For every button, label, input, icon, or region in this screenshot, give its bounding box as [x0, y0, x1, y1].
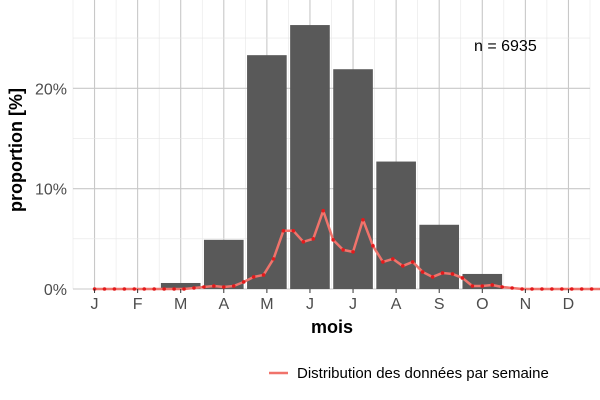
bar: [203, 239, 244, 289]
weekly-point: [281, 228, 286, 233]
weekly-point: [251, 275, 256, 279]
weekly-point: [589, 287, 594, 291]
weekly-point: [132, 287, 137, 291]
weekly-point: [192, 286, 196, 290]
weekly-point: [122, 287, 127, 291]
x-tick-label: N: [520, 296, 532, 313]
weekly-point: [560, 287, 564, 291]
weekly-point: [430, 275, 435, 279]
y-tick-label: 10%: [35, 182, 67, 199]
weekly-point: [520, 287, 524, 291]
weekly-point: [311, 237, 316, 241]
weekly-point: [102, 287, 107, 291]
weekly-point: [152, 287, 156, 291]
weekly-point: [142, 287, 147, 291]
weekly-point: [579, 287, 584, 291]
weekly-point: [420, 270, 425, 274]
weekly-point: [172, 287, 176, 291]
weekly-point: [202, 285, 206, 289]
x-axis-title: mois: [311, 317, 353, 337]
weekly-point: [321, 208, 326, 213]
weekly-point: [480, 284, 485, 288]
y-tick-label: 0%: [44, 282, 67, 299]
bar: [290, 25, 330, 289]
weekly-point: [530, 287, 534, 291]
y-tick-labels: 0% 10% 20%: [35, 81, 67, 299]
weekly-point: [212, 284, 216, 288]
weekly-point: [112, 287, 117, 291]
bar: [247, 55, 287, 289]
weekly-point: [361, 217, 365, 222]
x-tick-label: J: [91, 296, 99, 313]
weekly-point: [351, 250, 355, 254]
weekly-point: [182, 287, 186, 291]
x-tick-label: A: [391, 296, 402, 313]
weekly-point: [440, 271, 445, 275]
bar: [160, 282, 201, 289]
weekly-point: [261, 273, 266, 277]
weekly-point: [291, 228, 296, 233]
weekly-point: [391, 257, 395, 261]
x-tick-label: O: [476, 296, 488, 313]
weekly-point: [371, 244, 375, 248]
x-tick-label: J: [306, 296, 314, 313]
bar: [419, 224, 460, 289]
weekly-point: [231, 284, 236, 288]
weekly-point: [221, 285, 226, 289]
weekly-point: [162, 287, 166, 291]
x-tick-label: M: [174, 296, 187, 313]
x-tick-label: S: [434, 296, 445, 313]
x-tick-label: D: [563, 296, 575, 313]
weekly-point: [490, 283, 495, 287]
weekly-point: [400, 264, 405, 268]
weekly-point: [460, 276, 465, 280]
weekly-line: [94, 209, 600, 291]
x-tick-label: F: [133, 296, 143, 313]
weekly-point: [241, 280, 246, 284]
weekly-point: [271, 257, 276, 261]
x-tick-label: A: [218, 296, 229, 313]
legend: Distribution des données par semaine: [269, 365, 549, 382]
bar: [376, 161, 416, 289]
x-tick-label: M: [260, 296, 273, 313]
weekly-point: [500, 285, 504, 289]
weekly-point: [410, 260, 415, 264]
weekly-point: [550, 287, 554, 291]
weekly-point: [510, 286, 514, 290]
weekly-point: [569, 287, 574, 291]
weekly-point: [341, 248, 345, 252]
weekly-point: [470, 284, 475, 288]
bar: [333, 69, 373, 289]
sample-size-annotation: n = 6935: [474, 38, 537, 55]
weekly-point: [301, 240, 306, 244]
weekly-point: [331, 238, 335, 242]
weekly-point: [450, 272, 455, 276]
y-tick-label: 20%: [35, 81, 67, 98]
weekly-point: [540, 287, 544, 291]
legend-label: Distribution des données par semaine: [297, 365, 549, 382]
y-axis-title: proportion [%]: [6, 88, 26, 212]
weekly-point: [381, 260, 385, 264]
x-tick-label: J: [349, 296, 357, 313]
